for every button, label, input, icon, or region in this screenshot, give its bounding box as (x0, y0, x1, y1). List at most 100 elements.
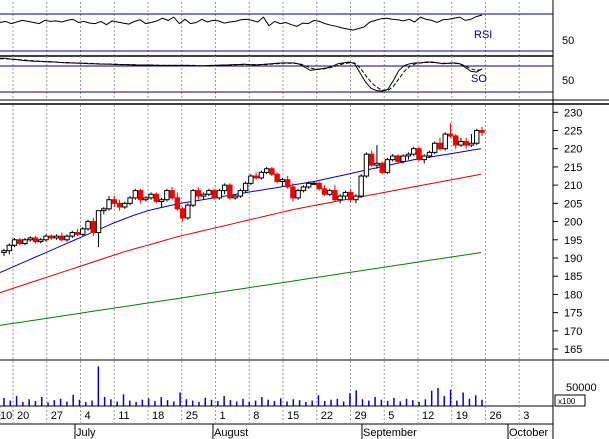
candle-body-36 (190, 190, 196, 206)
candle-body-54 (284, 179, 291, 188)
price-tick-label-210: 210 (564, 180, 582, 192)
so-panel: SO 50 (0, 56, 574, 100)
candle-body-77 (405, 153, 412, 157)
candle-body-91 (479, 130, 485, 133)
candle-body-19 (101, 208, 107, 212)
price-axis: 165 170 175 180 185 190 195 200 205 210 215 220 225 2… (553, 107, 582, 356)
candle-body-18 (95, 210, 102, 233)
x-day-label-1: 27 (51, 410, 63, 422)
candle-body-29 (153, 193, 160, 203)
volume-bars (3, 366, 483, 406)
candle-body-51 (269, 168, 275, 175)
x-day-label-5: 25 (186, 410, 198, 422)
price-tick-label-195: 195 (564, 235, 582, 247)
candle-body-12 (64, 235, 70, 241)
candle-body-64 (337, 195, 343, 201)
candle-body-88 (463, 140, 469, 146)
price-tick-label-205: 205 (564, 198, 582, 210)
candle-body-58 (305, 182, 312, 188)
candle-body-87 (458, 140, 464, 146)
price-panel: 165 170 175 180 185 190 195 200 205 210 215 220 225 2… (0, 105, 582, 360)
candle-body-37 (195, 190, 202, 197)
candle-body-40 (211, 190, 217, 199)
candle-body-21 (111, 199, 118, 204)
candle-body-24 (127, 197, 133, 204)
candle-body-6 (32, 237, 39, 243)
x-month-label-0: July (76, 427, 96, 439)
candle-body-27 (143, 197, 149, 201)
candle-body-41 (216, 190, 223, 199)
candle-body-22 (116, 202, 123, 208)
candle-body-7 (38, 239, 44, 243)
candle-body-4 (22, 239, 28, 244)
candle-body-48 (253, 175, 259, 179)
candle-body-79 (416, 148, 422, 161)
volume-tick-50000: 50000 (566, 382, 597, 394)
candle-body-59 (311, 182, 317, 185)
volume-multiplier-label: x100 (558, 397, 576, 406)
candle-body-68 (358, 175, 364, 197)
candle-body-69 (363, 153, 370, 177)
candle-body-2 (11, 239, 18, 246)
candle-body-73 (384, 159, 391, 173)
candle-body-83 (437, 142, 443, 150)
x-day-label-2: 4 (85, 410, 91, 422)
candle-body-90 (474, 130, 480, 144)
candle-body-57 (300, 186, 307, 192)
candle-body-3 (17, 239, 23, 244)
volume-multiplier-box (554, 394, 586, 407)
candle-body-47 (248, 175, 254, 184)
x-month-label-2: September (363, 427, 417, 439)
rsi-panel: RSI 50 (0, 2, 574, 56)
x-month-label-3: October (509, 427, 548, 439)
candle-body-33 (174, 197, 181, 210)
candle-body-1 (6, 244, 12, 252)
candle-body-38 (200, 193, 207, 197)
rsi-tick-50: 50 (562, 35, 574, 47)
candle-body-70 (368, 153, 375, 166)
candle-body-82 (432, 142, 438, 153)
candle-body-39 (206, 190, 212, 195)
price-grid (12, 105, 520, 360)
candle-body-89 (468, 142, 475, 146)
candle-body-55 (290, 186, 296, 199)
candle-body-50 (263, 168, 270, 173)
so-tick-50: 50 (562, 75, 574, 87)
candle-body-25 (132, 190, 139, 199)
candle-body-65 (342, 191, 349, 197)
so-d-line (0, 58, 483, 92)
candle-body-84 (442, 133, 448, 150)
rsi-grid (12, 2, 520, 56)
candle-body-80 (421, 155, 427, 161)
x-day-label-11: 5 (388, 410, 394, 422)
price-tick-label-175: 175 (564, 308, 582, 320)
x-day-label-7: 8 (253, 410, 259, 422)
candle-body-76 (400, 155, 406, 162)
candle-body-20 (106, 199, 112, 210)
candle-body-62 (326, 190, 333, 195)
ma-long-line (0, 252, 482, 326)
so-label: SO (471, 73, 487, 85)
x-day-label-3: 11 (118, 410, 129, 422)
x-day-label-6: 1 (220, 410, 226, 422)
price-tick-label-185: 185 (564, 271, 582, 283)
candle-body-35 (185, 204, 191, 219)
candle-body-53 (279, 179, 286, 183)
candle-body-43 (227, 184, 233, 199)
so-grid (12, 56, 520, 100)
candle-body-30 (158, 199, 165, 203)
x-day-label-10: 29 (355, 410, 367, 422)
x-day-label-0: 20 (17, 410, 29, 422)
candle-body-26 (137, 190, 144, 201)
candle-body-0 (1, 250, 7, 254)
candle-body-23 (122, 202, 128, 208)
candle-body-86 (453, 135, 459, 146)
candle-body-52 (274, 173, 280, 182)
candle-body-66 (347, 191, 354, 201)
candle-body-17 (90, 221, 96, 233)
candle-body-45 (237, 190, 244, 197)
candle-body-5 (27, 237, 33, 241)
candle-body-16 (85, 221, 91, 230)
candle-body-42 (221, 184, 228, 192)
